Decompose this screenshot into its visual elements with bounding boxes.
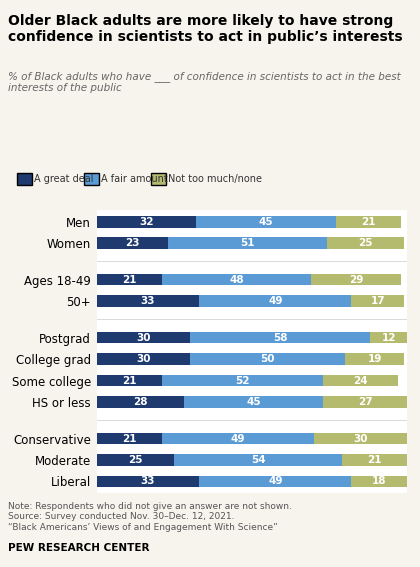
Text: 30: 30: [136, 333, 150, 342]
Bar: [336, 215, 401, 227]
Text: 25: 25: [128, 455, 143, 465]
Bar: [327, 237, 404, 249]
Bar: [352, 476, 407, 488]
Bar: [97, 476, 199, 488]
Text: % of Black adults who have ___ of confidence in scientists to act in the best
in: % of Black adults who have ___ of confid…: [8, 71, 401, 94]
Bar: [97, 375, 162, 387]
Text: 33: 33: [141, 476, 155, 486]
Text: A fair amount: A fair amount: [101, 174, 168, 184]
Bar: [97, 353, 190, 365]
Bar: [168, 237, 327, 249]
Bar: [370, 332, 407, 344]
Bar: [184, 396, 323, 408]
Text: 54: 54: [251, 455, 265, 465]
Bar: [342, 454, 407, 466]
Bar: [345, 353, 404, 365]
Text: 18: 18: [372, 476, 387, 486]
Text: 49: 49: [268, 296, 283, 306]
Bar: [314, 433, 407, 445]
Text: 17: 17: [370, 296, 385, 306]
Bar: [162, 274, 311, 286]
Bar: [311, 274, 401, 286]
Text: 27: 27: [358, 397, 373, 407]
Text: 58: 58: [273, 333, 287, 342]
Bar: [323, 375, 398, 387]
Text: 12: 12: [381, 333, 396, 342]
Text: 25: 25: [358, 238, 373, 248]
Bar: [174, 454, 342, 466]
Text: 21: 21: [368, 455, 382, 465]
Text: 51: 51: [240, 238, 255, 248]
Bar: [323, 396, 407, 408]
Text: 50: 50: [260, 354, 275, 364]
Text: 29: 29: [349, 274, 363, 285]
Text: 21: 21: [122, 274, 136, 285]
Text: A great deal: A great deal: [34, 174, 93, 184]
Text: 45: 45: [259, 217, 273, 227]
Bar: [97, 332, 190, 344]
Bar: [97, 433, 162, 445]
Text: 28: 28: [133, 397, 147, 407]
Bar: [97, 396, 184, 408]
Text: Older Black adults are more likely to have strong
confidence in scientists to ac: Older Black adults are more likely to ha…: [8, 14, 403, 44]
Bar: [97, 454, 174, 466]
Text: 52: 52: [236, 375, 250, 386]
Text: 45: 45: [246, 397, 261, 407]
Text: Not too much/none: Not too much/none: [168, 174, 262, 184]
Text: 24: 24: [354, 375, 368, 386]
Text: 48: 48: [229, 274, 244, 285]
Bar: [196, 215, 336, 227]
Text: 32: 32: [139, 217, 154, 227]
Bar: [352, 295, 404, 307]
Text: 30: 30: [136, 354, 150, 364]
Text: 49: 49: [231, 434, 245, 443]
Bar: [190, 332, 370, 344]
Text: 21: 21: [122, 375, 136, 386]
Text: 21: 21: [122, 434, 136, 443]
Text: 21: 21: [361, 217, 376, 227]
Bar: [162, 433, 314, 445]
Bar: [190, 353, 345, 365]
Text: 19: 19: [368, 354, 382, 364]
Bar: [97, 215, 196, 227]
Text: 49: 49: [268, 476, 283, 486]
Bar: [97, 237, 168, 249]
Bar: [162, 375, 323, 387]
Text: 30: 30: [354, 434, 368, 443]
Bar: [199, 476, 352, 488]
Bar: [97, 295, 199, 307]
Text: 33: 33: [141, 296, 155, 306]
Text: 23: 23: [125, 238, 139, 248]
Bar: [97, 274, 162, 286]
Text: Note: Respondents who did not give an answer are not shown.
Source: Survey condu: Note: Respondents who did not give an an…: [8, 502, 292, 532]
Text: PEW RESEARCH CENTER: PEW RESEARCH CENTER: [8, 543, 150, 553]
Bar: [199, 295, 352, 307]
